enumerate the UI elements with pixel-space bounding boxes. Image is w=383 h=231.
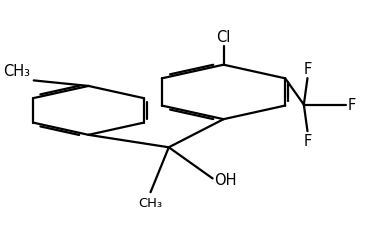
Text: CH₃: CH₃ (139, 196, 163, 209)
Text: CH₃: CH₃ (3, 64, 30, 79)
Text: F: F (303, 61, 312, 76)
Text: F: F (348, 98, 356, 113)
Text: OH: OH (214, 172, 237, 187)
Text: F: F (303, 134, 312, 149)
Text: Cl: Cl (216, 30, 231, 45)
